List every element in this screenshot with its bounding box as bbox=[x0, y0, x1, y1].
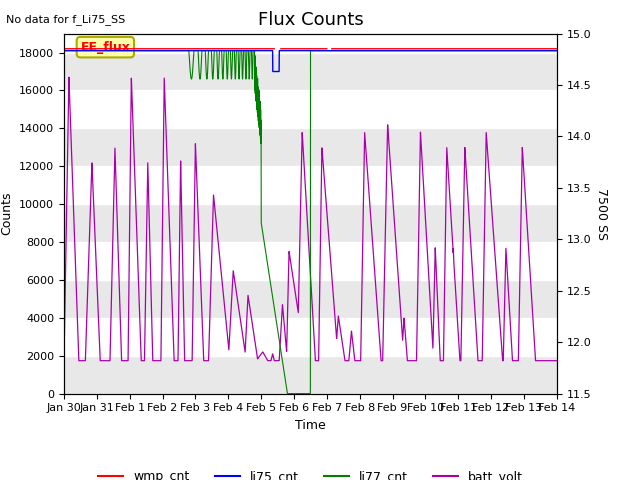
Bar bbox=[64, 90, 557, 128]
Y-axis label: 7500 SS: 7500 SS bbox=[595, 188, 608, 240]
X-axis label: Time: Time bbox=[295, 419, 326, 432]
Text: No data for f_Li75_SS: No data for f_Li75_SS bbox=[6, 14, 125, 25]
Title: Flux Counts: Flux Counts bbox=[257, 11, 364, 29]
Bar bbox=[64, 166, 557, 204]
Bar bbox=[64, 318, 557, 356]
Text: EE_flux: EE_flux bbox=[81, 41, 131, 54]
Bar bbox=[64, 34, 557, 52]
Bar bbox=[64, 356, 557, 394]
Y-axis label: Counts: Counts bbox=[1, 192, 13, 235]
Bar bbox=[64, 242, 557, 280]
Bar bbox=[64, 280, 557, 318]
Bar bbox=[64, 128, 557, 166]
Bar bbox=[64, 52, 557, 90]
Legend: wmp_cnt, li75_cnt, li77_cnt, batt_volt: wmp_cnt, li75_cnt, li77_cnt, batt_volt bbox=[93, 465, 527, 480]
Bar bbox=[64, 204, 557, 242]
